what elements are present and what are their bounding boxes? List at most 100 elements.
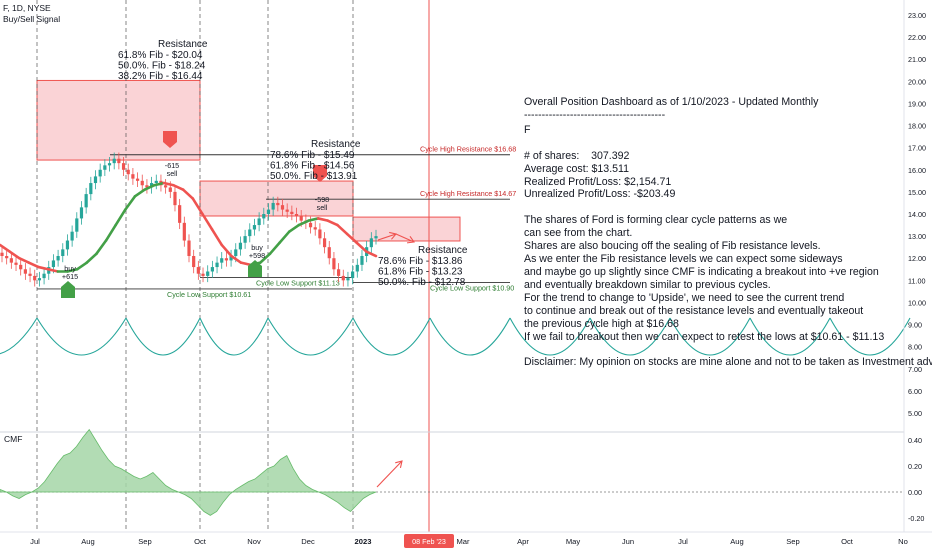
candle-body [135,178,140,181]
candle-body [201,273,205,276]
fib-level-label: 61.8% Fib - $13.23 [378,267,463,278]
candle [229,249,233,267]
trend-wave-segment [287,223,301,233]
fib-level-label: 50.0%. Fib - $12.78 [378,277,466,288]
candle [285,203,289,218]
candle [276,196,280,212]
candle [56,249,60,267]
resistance-title: Resistance [158,39,208,50]
indicator-label[interactable]: Buy/Sell Signal [3,14,61,24]
dashboard-realized: Realized Profit/Loss: $2,154.71 [524,175,672,188]
candle-body [346,278,350,281]
candle [262,207,266,225]
sell-arrow-icon [163,131,177,148]
trend-wave-segment [278,230,291,245]
trend-wave-segment [114,208,127,227]
buy-arrow-icon [61,281,75,298]
candle-body [112,158,116,164]
dashboard-shares: # of shares: 307.392 [524,149,630,162]
candle-body [229,256,233,261]
trend-wave-segment [124,195,137,211]
resistance-zone [352,216,461,242]
candle-body [318,229,322,239]
time-tick-label: Sep [786,537,800,546]
candle-body [61,249,65,257]
cycle-arc [267,317,354,356]
candle-body [192,256,196,268]
price-tick-label: 22.00 [908,33,926,42]
candle-body [28,273,32,276]
cycle-arc [669,317,751,356]
signal-label: -615 [165,161,179,170]
trend-wave-segment [133,188,146,198]
candle-body [178,205,182,223]
price-tick-label: 19.00 [908,99,926,108]
symbol-label[interactable]: F, 1D, NYSE [3,3,51,13]
candle-body [126,169,130,175]
cmf-label: CMF [4,434,22,444]
candle-body [9,258,13,263]
price-tick-label: 14.00 [908,210,926,219]
candle [210,260,214,278]
date-badge [404,534,454,548]
candle-body [145,185,149,188]
candle-body [93,176,98,184]
dashboard-separator: ---------------------------------------- [524,108,666,121]
projection-arrow [377,233,397,241]
trend-wave-segment [37,265,50,271]
candle [42,267,46,285]
trend-wave-segment [316,217,330,222]
candle [187,234,191,263]
resistance-zone [36,79,201,161]
candle [351,265,355,285]
time-tick-label: Apr [517,537,529,546]
candle [332,252,336,276]
candle-body [271,202,275,210]
trend-wave-segment [239,261,252,267]
candle [173,185,177,212]
candle-body [19,264,23,270]
cycle-arc [429,317,511,356]
candle [37,271,41,287]
candle [103,159,107,176]
trend-wave-segment [46,267,60,273]
resistance-level-label: Cycle High Resistance $16.68 [420,145,516,154]
candle [61,243,65,263]
candle-body [140,180,144,186]
trend-wave-segment [104,223,117,242]
support-level-label: Cycle Low Support $11.13 [256,278,340,287]
dashboard-ticker: F [524,123,531,136]
candle [313,221,317,236]
time-tick-label: Oct [841,537,854,546]
candle [126,163,130,181]
candle [280,198,285,216]
trend-wave-segment [172,183,185,191]
candle [23,263,27,280]
candle [65,234,70,256]
candle-body [89,183,93,195]
signal-label: +598 [249,251,265,260]
fib-level-label: 38.2% Fib - $16.44 [118,71,203,82]
analysis-line: Shares are also boucing off the sealing … [524,240,821,253]
trend-wave-segment [365,250,378,258]
trend-wave-segment [191,197,204,216]
candle-body [79,207,84,219]
candle-body [117,158,121,164]
candle [28,267,32,283]
price-tick-label: 23.00 [908,11,926,20]
price-tick-label: 20.00 [908,77,926,86]
cmf-breakout-arrow [376,460,403,488]
candle-body [327,247,331,259]
candle [135,172,140,188]
price-tick-label: 8.00 [908,343,922,352]
candle-body [322,238,327,248]
candle-body [351,271,355,279]
candle [145,179,149,194]
candle-body [224,258,228,261]
time-tick-label: Nov [247,537,261,546]
candle-body [252,225,257,230]
candle-body [337,269,341,276]
analysis-line: and eventually breakdown similar to prev… [524,278,771,291]
